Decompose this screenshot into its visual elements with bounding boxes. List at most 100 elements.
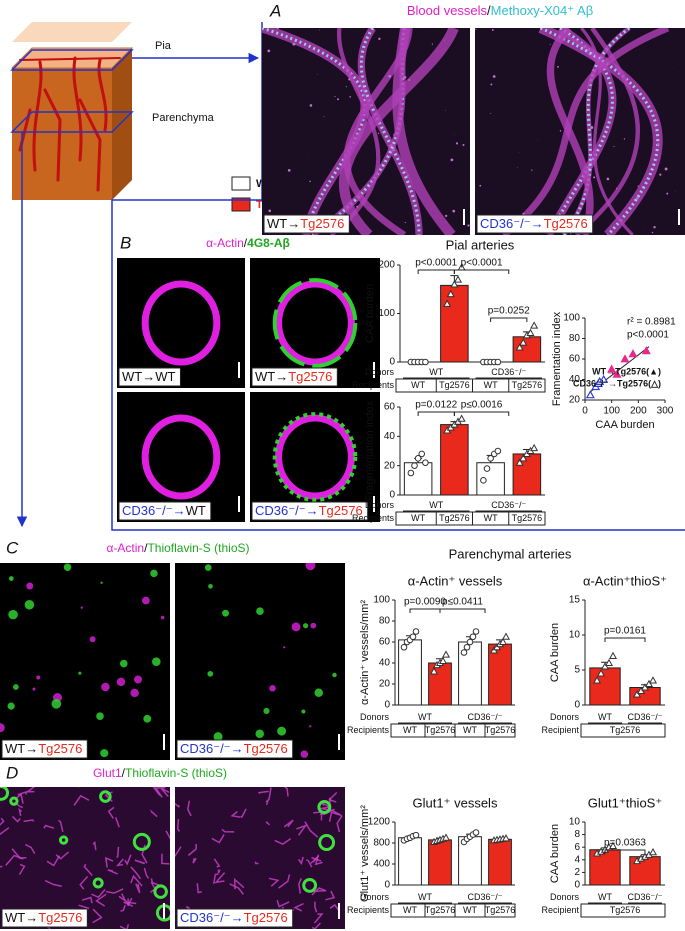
y-tick-label: 100 [378, 308, 395, 319]
speck [445, 110, 446, 111]
capillary [293, 902, 304, 912]
table-label: Recipients [347, 725, 390, 735]
y-tick-label: 400 [373, 859, 390, 870]
speck [431, 43, 434, 45]
recipient: WT [411, 513, 425, 523]
data-point [501, 834, 511, 842]
y-tick-label: 40 [379, 658, 391, 669]
vessel [574, 28, 641, 235]
deposit [119, 659, 128, 668]
deposit [213, 732, 223, 742]
micrograph-bg [0, 563, 170, 760]
caption-box [1, 908, 88, 928]
caption-donor: WT→ [5, 910, 38, 925]
caption-recipient: WT [186, 503, 206, 518]
capillary [107, 869, 118, 875]
significance-bracket [439, 608, 486, 613]
y-tick-label: 40 [384, 431, 396, 442]
caption-recipient: Tg2576 [300, 216, 344, 231]
data-point [422, 358, 429, 366]
caption-box [251, 501, 369, 521]
recipient: WT [484, 513, 498, 523]
chart-title: α-Actin⁺ vessels [408, 573, 503, 588]
capillary [283, 819, 294, 828]
speck [537, 139, 539, 141]
caption-recipient: WT [155, 369, 175, 384]
panel-label: C [6, 538, 19, 557]
caption-box [176, 739, 294, 759]
recipient: Tg2576 [512, 513, 543, 523]
significance-bracket [453, 269, 510, 274]
micrograph-bg [0, 787, 170, 929]
capillary [336, 815, 343, 833]
speck [479, 184, 482, 187]
deposit [142, 596, 150, 605]
schematic: Pia Parenchyma WT Tg2576 [10, 22, 294, 212]
capillary [276, 899, 290, 908]
capillary [306, 859, 313, 868]
deposit [222, 609, 230, 617]
y-tick-label: 0 [574, 700, 580, 711]
p-value: p=0.0161 [604, 626, 646, 637]
recipient: WT [403, 905, 417, 915]
micrograph: WT→Tg2576 [262, 28, 470, 235]
section-title: Parenchymal arteries [449, 546, 572, 561]
speck [462, 143, 465, 147]
significance-bracket [409, 608, 441, 613]
pia-plane [10, 49, 134, 71]
speck [378, 37, 381, 40]
speck [518, 152, 520, 153]
panel-header: α-Actin/4G8-Aβ [206, 236, 290, 250]
capillary [83, 863, 93, 877]
data-point [480, 477, 487, 484]
capillary [23, 819, 35, 823]
data-point [607, 364, 617, 373]
micrograph: CD36⁻/⁻→Tg2576 [175, 787, 345, 929]
speck [444, 39, 446, 41]
speck [664, 167, 668, 171]
deposit [9, 796, 19, 806]
header-part: Methoxy-X04⁺ Aβ [491, 3, 594, 18]
speck [377, 132, 380, 134]
capillary [161, 853, 170, 865]
table-label: Recipients [347, 905, 390, 915]
artery-ring [275, 414, 355, 500]
data-point [604, 658, 614, 667]
speck [635, 196, 639, 200]
data-point [411, 462, 418, 469]
header-part: α-Actin [206, 236, 244, 250]
deposit [8, 609, 18, 620]
speck [491, 29, 494, 31]
capillary [122, 900, 134, 908]
caption-recipient: Tg2576 [38, 741, 82, 756]
deposit [309, 725, 312, 728]
capillary [92, 908, 103, 924]
scale-bar [163, 734, 165, 750]
speck [623, 138, 626, 140]
deposit [100, 581, 103, 584]
header-part: α-Actin [106, 541, 144, 555]
scale-bar [463, 209, 465, 225]
y-tick-label: 5 [574, 665, 580, 676]
capillary [11, 815, 21, 823]
y-tick-label: 200 [378, 260, 395, 271]
x-tick-label: 200 [630, 406, 647, 417]
capillary [212, 873, 219, 884]
speck [393, 134, 395, 136]
deposit [269, 684, 276, 692]
caption-box [476, 214, 594, 234]
recipient: Tg2576 [439, 513, 470, 523]
recipient: WT [484, 380, 498, 390]
capillary [196, 883, 202, 894]
caption-donor: WT→ [267, 216, 300, 231]
artery-ring [141, 414, 221, 500]
header-part: Blood vessels [407, 3, 488, 18]
speck [593, 176, 596, 179]
recipient: Tg2576 [485, 725, 516, 735]
x-tick-label: 0 [582, 406, 588, 417]
data-point [608, 841, 618, 849]
capillary [214, 872, 226, 884]
bar [488, 838, 512, 886]
data-point [519, 338, 528, 346]
table-label: Recipient [541, 905, 579, 915]
